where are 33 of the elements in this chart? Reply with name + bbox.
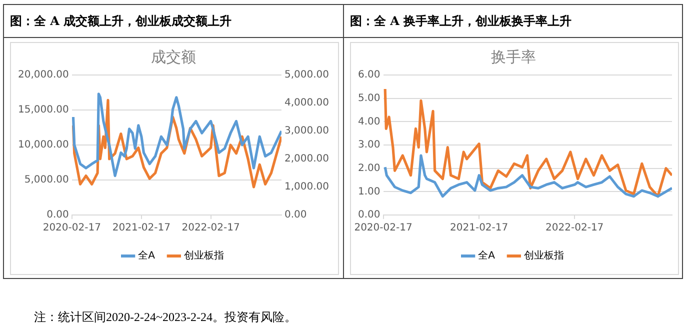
y-tick-label: 5.00 bbox=[358, 92, 380, 104]
x-tick-label: 2020-02-17 bbox=[42, 222, 101, 234]
legend-label: 创业板指 bbox=[524, 250, 564, 262]
y2-tick-label: 0.00 bbox=[284, 210, 307, 221]
y2-tick-label: 4,000.00 bbox=[284, 98, 329, 109]
y-tick-label: 10,000.00 bbox=[18, 140, 69, 151]
y-tick-label: 5,000.00 bbox=[24, 174, 69, 186]
y-tick-label: 1.00 bbox=[358, 186, 380, 198]
y2-tick-label: 2,000.00 bbox=[284, 154, 329, 165]
y-tick-label: 4.00 bbox=[358, 116, 380, 128]
y-tick-label: 20,000.00 bbox=[18, 70, 69, 81]
chart-subtitle: 成交额 bbox=[151, 48, 196, 66]
x-tick-label: 2020-02-17 bbox=[354, 222, 412, 234]
x-tick-label: 2021-02-17 bbox=[450, 222, 508, 234]
y-tick-label: 2.00 bbox=[358, 162, 380, 174]
y2-tick-label: 3,000.00 bbox=[284, 126, 329, 137]
chart-title: 图：全 A 换手率上升，创业板换手率上升 bbox=[344, 5, 683, 38]
y2-tick-label: 1,000.00 bbox=[284, 182, 329, 193]
text: 注：统计区间2020-2-24~2023-2-24。投资有风险。 bbox=[34, 309, 296, 326]
y-tick-label: 15,000.00 bbox=[18, 104, 69, 116]
chart-title: 图：全 A 成交额上升，创业板成交额上升 bbox=[4, 5, 343, 38]
y2-tick-label: 5,000.00 bbox=[284, 70, 329, 81]
legend-label: 创业板指 bbox=[184, 250, 224, 262]
legend-label: 全A bbox=[478, 250, 496, 262]
x-tick-label: 2021-02-17 bbox=[112, 222, 170, 234]
y-tick-label: 3.00 bbox=[358, 140, 380, 151]
chart-subtitle: 换手率 bbox=[491, 48, 536, 66]
x-tick-label: 2022-02-17 bbox=[546, 222, 604, 234]
y-tick-label: 6.00 bbox=[358, 70, 380, 81]
legend-label: 全A bbox=[138, 250, 156, 262]
y-tick-label: 0.00 bbox=[46, 210, 69, 221]
x-tick-label: 2022-02-17 bbox=[182, 222, 240, 234]
y-tick-label: 0.00 bbox=[358, 210, 380, 221]
